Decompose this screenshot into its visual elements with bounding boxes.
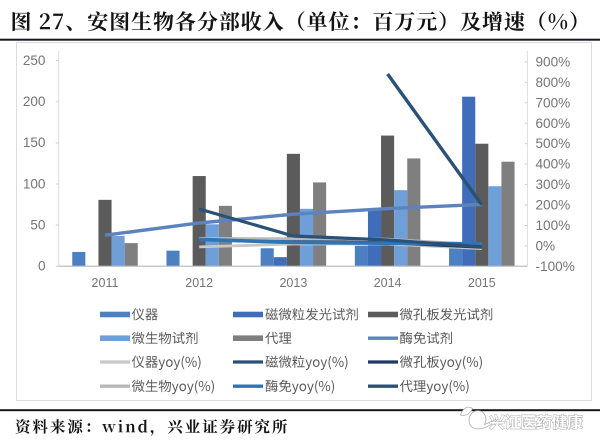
svg-text:500%: 500% (536, 136, 571, 151)
svg-text:800%: 800% (536, 75, 571, 90)
svg-text:100%: 100% (536, 218, 571, 233)
svg-text:200%: 200% (536, 198, 571, 213)
svg-text:400%: 400% (536, 157, 571, 172)
svg-text:0%: 0% (536, 239, 556, 254)
svg-text:2014: 2014 (374, 276, 402, 290)
svg-text:2013: 2013 (279, 276, 307, 290)
svg-text:250: 250 (23, 53, 46, 68)
svg-text:2012: 2012 (185, 276, 213, 290)
svg-text:150: 150 (23, 135, 46, 150)
svg-text:600%: 600% (536, 116, 571, 131)
svg-text:-100%: -100% (536, 259, 575, 274)
svg-text:300%: 300% (536, 177, 571, 192)
svg-text:100: 100 (23, 176, 46, 191)
svg-text:200: 200 (23, 94, 46, 109)
svg-text:900%: 900% (536, 55, 571, 70)
svg-text:0: 0 (38, 259, 46, 274)
svg-text:700%: 700% (536, 95, 571, 110)
svg-text:2011: 2011 (92, 276, 119, 290)
svg-text:2015: 2015 (468, 276, 496, 290)
svg-text:50: 50 (30, 217, 46, 232)
